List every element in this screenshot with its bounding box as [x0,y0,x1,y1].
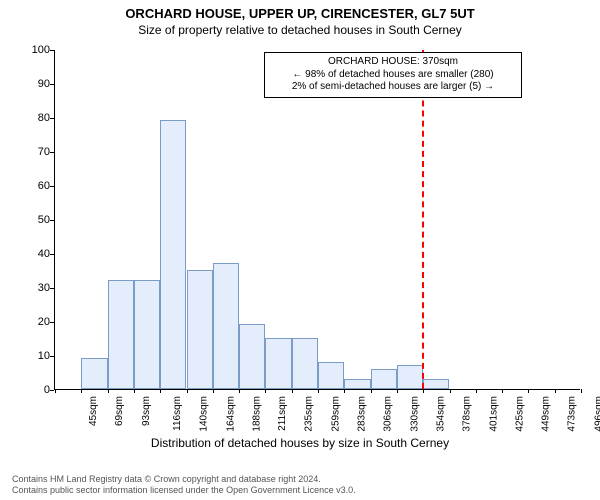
x-tick-label: 354sqm [435,396,446,432]
x-axis-label: Distribution of detached houses by size … [0,436,600,450]
y-tick-label: 10 [0,350,50,362]
y-tick-label: 100 [0,44,50,56]
footer-line2: Contains public sector information licen… [12,485,356,496]
y-tick-label: 50 [0,214,50,226]
x-tick-label: 473sqm [567,396,578,432]
histogram-bar [265,338,291,389]
x-tick-mark [581,389,582,393]
x-tick-label: 259sqm [330,396,341,432]
x-tick-label: 425sqm [514,396,525,432]
x-tick-mark [292,389,293,393]
x-tick-label: 306sqm [383,396,394,432]
x-tick-label: 116sqm [172,396,183,431]
histogram-bar [344,379,370,389]
x-tick-label: 45sqm [88,396,99,426]
y-tick-label: 20 [0,316,50,328]
x-tick-label: 330sqm [409,396,420,432]
x-tick-mark [213,389,214,393]
histogram-bar [134,280,160,389]
y-tick-label: 30 [0,282,50,294]
x-tick-label: 69sqm [114,396,125,426]
chart-container: Number of detached properties 0102030405… [0,44,600,444]
x-tick-mark [423,389,424,393]
histogram-bar [423,379,449,389]
histogram-bar [213,263,239,389]
x-tick-mark [371,389,372,393]
y-tick-label: 80 [0,112,50,124]
footer-attribution: Contains HM Land Registry data © Crown c… [12,474,356,496]
annotation-box: ORCHARD HOUSE: 370sqm ← 98% of detached … [264,52,522,98]
x-tick-mark [555,389,556,393]
x-tick-mark [81,389,82,393]
x-tick-mark [108,389,109,393]
x-tick-mark [344,389,345,393]
histogram-bar [81,358,107,389]
x-tick-mark [265,389,266,393]
x-tick-label: 401sqm [488,396,499,432]
x-tick-label: 211sqm [277,396,288,431]
x-tick-mark [160,389,161,393]
histogram-bar [108,280,134,389]
x-tick-mark [476,389,477,393]
x-tick-label: 140sqm [199,396,210,432]
y-tick-label: 40 [0,248,50,260]
y-tick-label: 90 [0,78,50,90]
annotation-line2: ← 98% of detached houses are smaller (28… [270,69,516,82]
x-tick-mark [502,389,503,393]
annotation-line3: 2% of semi-detached houses are larger (5… [270,81,516,94]
histogram-bar [371,369,397,389]
histogram-bar [292,338,318,389]
y-tick-label: 70 [0,146,50,158]
x-tick-label: 93sqm [141,396,152,426]
y-tick-label: 0 [0,384,50,396]
histogram-bar [397,365,423,389]
chart-subtitle: Size of property relative to detached ho… [0,23,600,37]
chart-title: ORCHARD HOUSE, UPPER UP, CIRENCESTER, GL… [0,6,600,21]
x-tick-label: 449sqm [541,396,552,432]
footer-line1: Contains HM Land Registry data © Crown c… [12,474,356,485]
y-tick-mark [50,390,54,391]
annotation-line1: ORCHARD HOUSE: 370sqm [270,56,516,69]
histogram-bar [318,362,344,389]
x-tick-mark [187,389,188,393]
histogram-bar [239,324,265,389]
x-tick-mark [528,389,529,393]
plot-area [54,50,580,390]
histogram-bar [160,120,186,389]
x-tick-mark [55,389,56,393]
x-tick-label: 188sqm [251,396,262,432]
x-tick-label: 496sqm [593,396,600,432]
x-tick-label: 235sqm [304,396,315,432]
x-tick-mark [239,389,240,393]
x-tick-label: 283sqm [357,396,368,432]
x-tick-mark [134,389,135,393]
x-tick-label: 164sqm [225,396,236,432]
x-tick-label: 378sqm [462,396,473,432]
x-tick-mark [318,389,319,393]
histogram-bar [187,270,213,389]
x-tick-mark [450,389,451,393]
reference-line [422,50,424,389]
chart-title-block: ORCHARD HOUSE, UPPER UP, CIRENCESTER, GL… [0,0,600,37]
x-tick-mark [397,389,398,393]
y-tick-label: 60 [0,180,50,192]
